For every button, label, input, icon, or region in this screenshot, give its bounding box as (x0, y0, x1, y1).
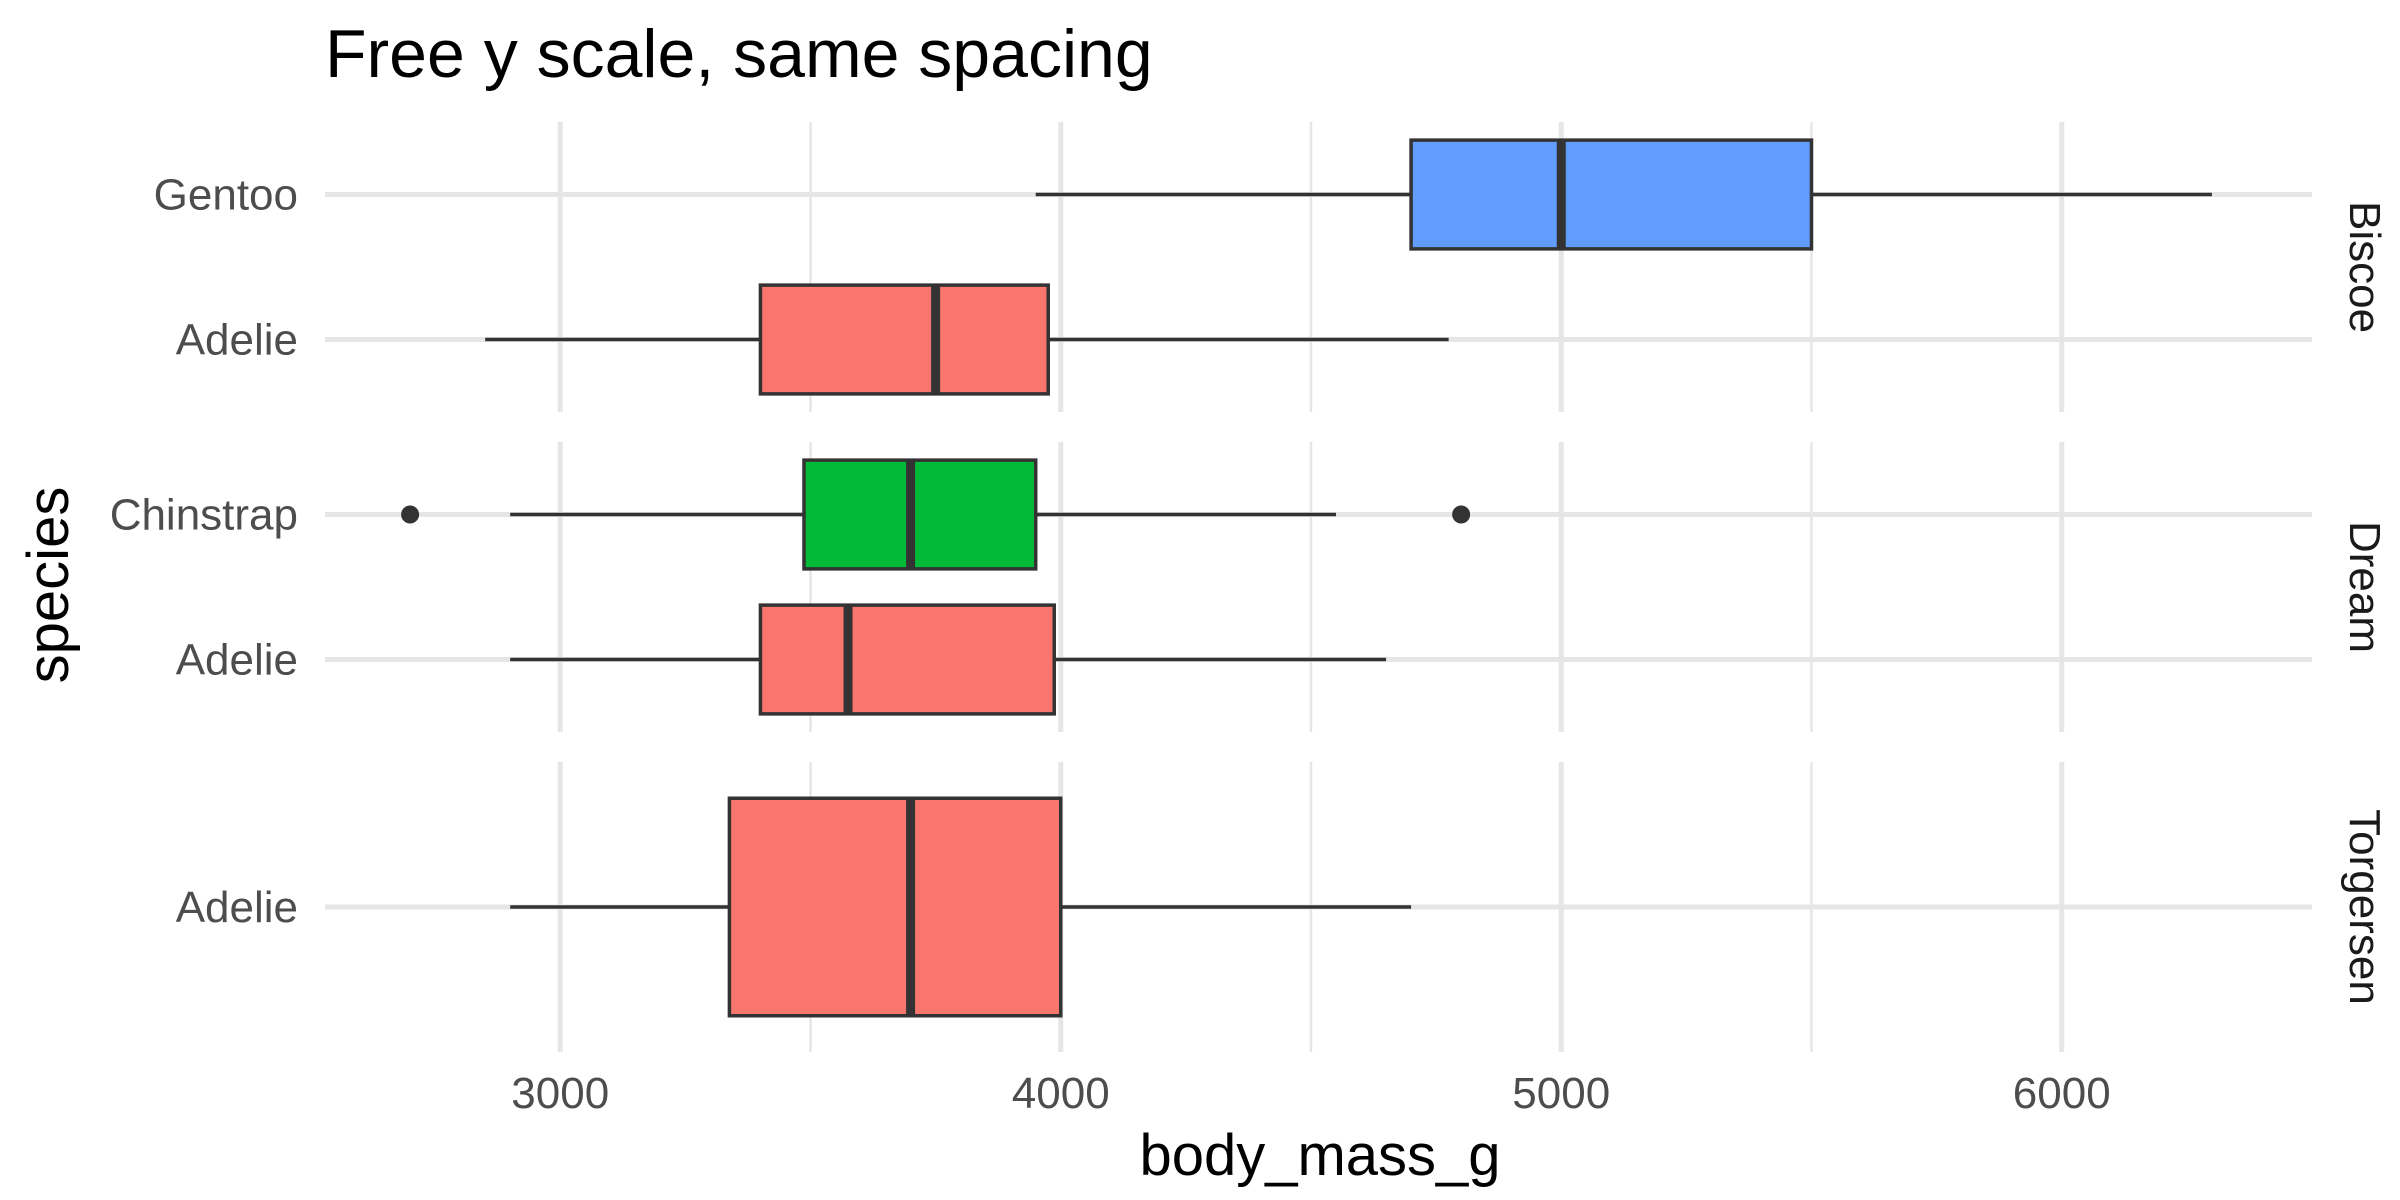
box-chinstrap (802, 458, 1038, 571)
y-tick-label: Adelie (176, 636, 298, 685)
y-tick-label: Adelie (176, 883, 298, 932)
box-adelie (727, 796, 1063, 1018)
box-gentoo (1409, 138, 1814, 251)
x-tick-label: 3000 (511, 1069, 609, 1118)
y-tick-label: Chinstrap (110, 491, 298, 540)
box-adelie (758, 283, 1050, 396)
y-axis-title: species (16, 487, 81, 684)
facet-strip-label: Dream (2340, 521, 2389, 653)
plot-area: Adelie Gentoo Biscoe Adelie Chinstrap Dream Ad… (110, 122, 2389, 1118)
x-tick-label: 4000 (1012, 1069, 1110, 1118)
facet-strip-label: Torgersen (2340, 809, 2389, 1005)
y-tick-label: Adelie (176, 316, 298, 365)
x-tick-label: 6000 (2013, 1069, 2111, 1118)
x-axis-title: body_mass_g (1139, 1123, 1500, 1188)
facet-strip-label: Biscoe (2340, 201, 2389, 333)
x-tick-label: 5000 (1512, 1069, 1610, 1118)
outlier-point (401, 505, 420, 524)
outlier-point (1452, 505, 1471, 524)
box-adelie (758, 603, 1056, 716)
y-tick-label: Gentoo (154, 171, 298, 220)
chart-title: Free y scale, same spacing (325, 16, 1153, 92)
